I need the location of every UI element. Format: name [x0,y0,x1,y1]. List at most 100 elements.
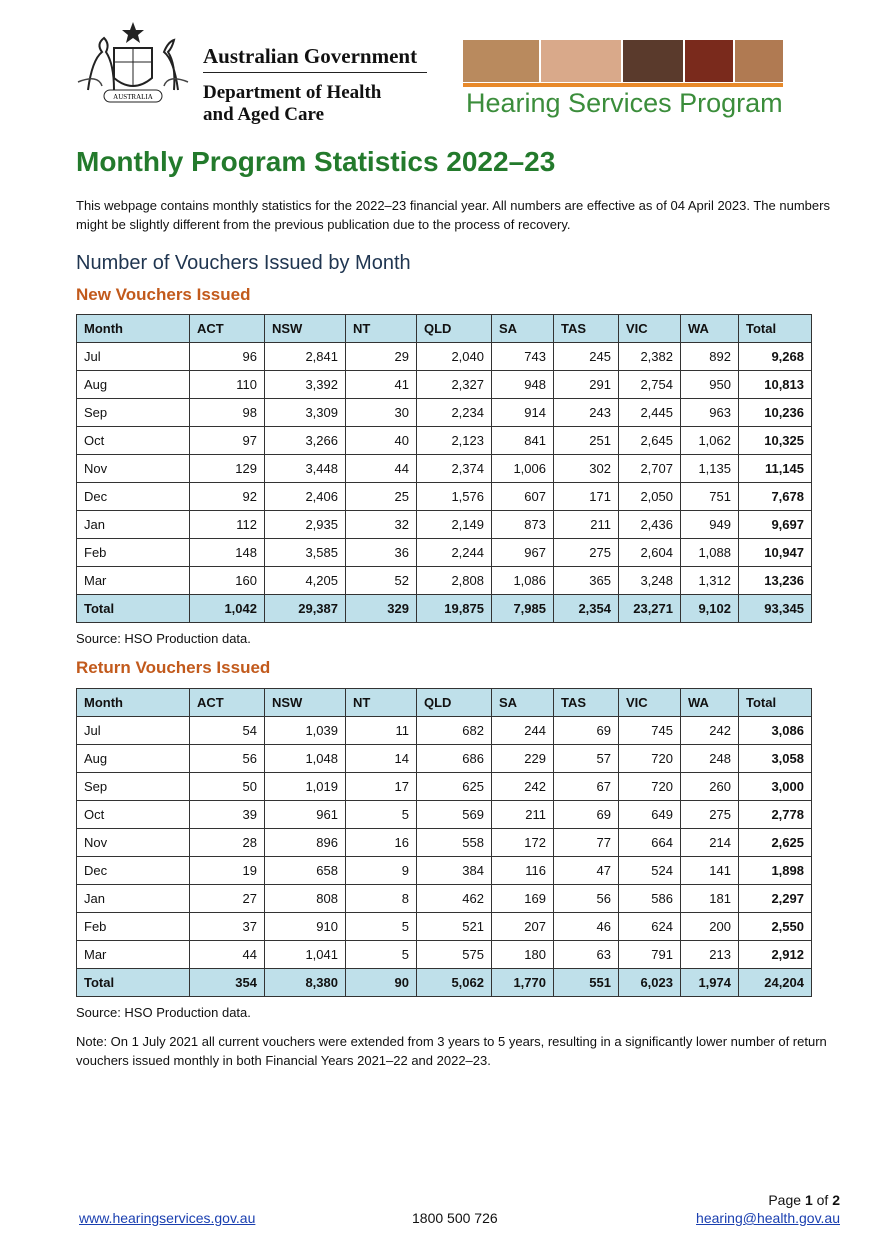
cell: 686 [416,744,492,773]
cell: Aug [76,744,190,773]
cell: 1,062 [680,426,739,455]
cell: 365 [553,566,619,595]
total-cell: 8,380 [264,968,346,997]
cell: 200 [680,912,739,941]
table-row: Feb 37 910 5 521 207 46 624 200 2,550 [76,912,812,941]
cell: 8 [345,884,417,913]
table-row: Jan 27 808 8 462 169 56 586 181 2,297 [76,884,812,913]
cell: 56 [189,744,265,773]
cell: 214 [680,828,739,857]
cell: 291 [553,370,619,399]
cell: 2,327 [416,370,492,399]
total-cell: 19,875 [416,594,492,623]
cell: Jul [76,342,190,371]
cell: 607 [491,482,554,511]
cell: 720 [618,772,681,801]
header-row: Month ACT NSW NT QLD SA TAS VIC WA Total [76,314,812,343]
website-link[interactable]: www.hearingservices.gov.au [79,1210,256,1226]
cell: 129 [189,454,265,483]
column-header: NT [345,314,417,343]
cell: 896 [264,828,346,857]
cell: Feb [76,538,190,567]
cell: 664 [618,828,681,857]
cell: 2,244 [416,538,492,567]
cell: 841 [491,426,554,455]
cell: 2,754 [618,370,681,399]
cell: 3,309 [264,398,346,427]
cell: 50 [189,772,265,801]
cell: 10,947 [738,538,812,567]
table-row: Nov 129 3,448 44 2,374 1,006 302 2,707 1,135 11,1… [76,454,812,483]
cell: 2,123 [416,426,492,455]
cell: 28 [189,828,265,857]
cell: 2,445 [618,398,681,427]
cell: 9,697 [738,510,812,539]
page-total: 2 [832,1192,840,1208]
cell: 3,086 [738,716,812,745]
cell: 586 [618,884,681,913]
total-cell: 24,204 [738,968,812,997]
cell: 1,006 [491,454,554,483]
cell: 2,374 [416,454,492,483]
cell: 1,039 [264,716,346,745]
page-title: Monthly Program Statistics 2022–23 [76,146,556,177]
cell: Oct [76,800,190,829]
cell: 37 [189,912,265,941]
cell: Jan [76,510,190,539]
table-row: Aug 110 3,392 41 2,327 948 291 2,754 950 10,813 [76,370,812,399]
cell: 181 [680,884,739,913]
cell: 2,625 [738,828,812,857]
data-table: Month ACT NSW NT QLD SA TAS VIC WA Total Jul 54 1,03… [76,688,812,997]
cell: 245 [553,342,619,371]
cell: 110 [189,370,265,399]
cell: 2,778 [738,800,812,829]
cell: 44 [345,454,417,483]
cell: Jan [76,884,190,913]
cell: 207 [491,912,554,941]
cell: 229 [491,744,554,773]
cell: 1,019 [264,772,346,801]
column-header: ACT [189,314,265,343]
cell: 116 [491,856,554,885]
cell: 46 [553,912,619,941]
banner-photos [463,40,783,87]
cell: 2,382 [618,342,681,371]
cell: 27 [189,884,265,913]
total-cell: 329 [345,594,417,623]
cell: 30 [345,398,417,427]
cell: 3,248 [618,566,681,595]
cell: 148 [189,538,265,567]
cell: 791 [618,940,681,969]
cell: 242 [680,716,739,745]
cell: 910 [264,912,346,941]
cell: 54 [189,716,265,745]
cell: Oct [76,426,190,455]
cell: 949 [680,510,739,539]
cell: 558 [416,828,492,857]
cell: 25 [345,482,417,511]
cell: 63 [553,940,619,969]
cell: 69 [553,800,619,829]
cell: 57 [553,744,619,773]
total-row: Total 1,042 29,387 329 19,875 7,985 2,354 23,27… [76,594,812,623]
column-header: VIC [618,688,681,717]
cell: 3,448 [264,454,346,483]
total-cell: 9,102 [680,594,739,623]
table-row: Oct 97 3,266 40 2,123 841 251 2,645 1,062 10,325 [76,426,812,455]
cell: 658 [264,856,346,885]
cell: 808 [264,884,346,913]
column-header: NSW [264,688,346,717]
table-row: Jul 54 1,039 11 682 244 69 745 242 3,086 [76,716,812,745]
table-row: Oct 39 961 5 569 211 69 649 275 2,778 [76,800,812,829]
total-cell: Total [76,594,190,623]
cell: 36 [345,538,417,567]
table-row: Mar 160 4,205 52 2,808 1,086 365 3,248 1,312 13,2… [76,566,812,595]
cell: 3,266 [264,426,346,455]
table-row: Sep 98 3,309 30 2,234 914 243 2,445 963 10,236 [76,398,812,427]
email-link[interactable]: hearing@health.gov.au [696,1210,840,1226]
source-note: Source: HSO Production data. [76,631,251,646]
section-heading: Number of Vouchers Issued by Month [76,252,411,274]
cell: Sep [76,772,190,801]
cell: 172 [491,828,554,857]
